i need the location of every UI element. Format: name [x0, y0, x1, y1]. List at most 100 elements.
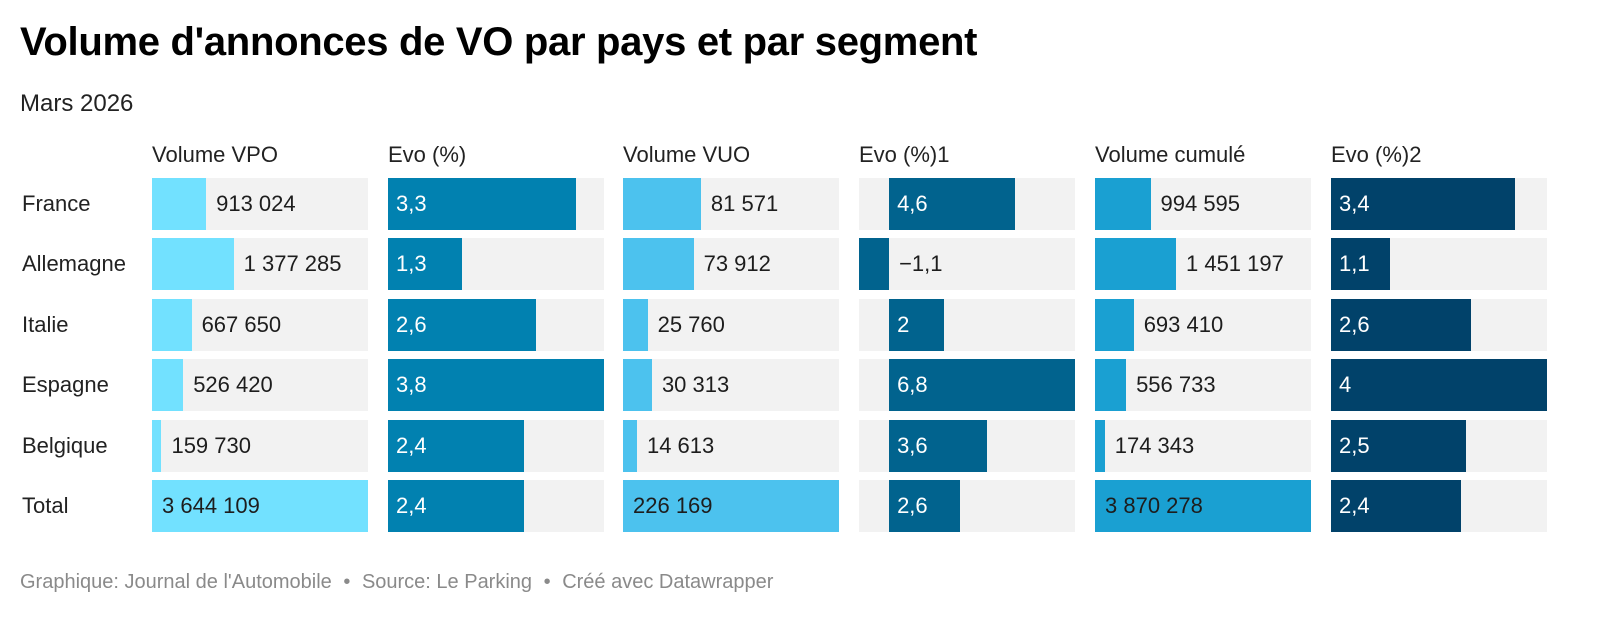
data-label: 4	[1339, 372, 1352, 398]
data-label: 30 313	[661, 372, 730, 398]
table-cell: 994 595	[1095, 178, 1311, 230]
bar	[152, 238, 234, 291]
row-label: Allemagne	[22, 251, 126, 277]
bar	[889, 419, 988, 472]
table-cell: 3,6	[859, 419, 1075, 472]
bar	[152, 178, 207, 230]
table-cell: 2,6	[1331, 298, 1547, 351]
bar	[1095, 359, 1127, 412]
bar	[1095, 238, 1176, 291]
data-label: 174 343	[1114, 432, 1195, 458]
bar	[623, 238, 694, 291]
bar	[1095, 419, 1105, 472]
bar	[1095, 298, 1134, 351]
table-cell: 6,8	[859, 359, 1075, 412]
data-label: 81 571	[710, 191, 779, 216]
data-label: 2	[897, 311, 910, 337]
bar	[388, 359, 604, 412]
table-cell: 3,3	[388, 178, 604, 230]
bar	[388, 298, 536, 351]
data-label: 2,6	[1339, 311, 1370, 337]
data-label: 3,4	[1339, 191, 1370, 216]
table-cell: 14 613	[623, 419, 839, 472]
bar	[1095, 178, 1151, 230]
data-label: 1 377 285	[243, 251, 342, 277]
row-label: Belgique	[22, 432, 108, 458]
bar	[152, 359, 184, 412]
bar	[1331, 178, 1515, 230]
data-label: 73 912	[703, 251, 771, 277]
table-cell: 3,8	[388, 359, 604, 412]
bar	[388, 419, 525, 472]
bar	[623, 419, 637, 472]
table-cell: 4	[1331, 359, 1547, 412]
data-label: 2,5	[1339, 432, 1370, 458]
footer-credit: Graphique: Journal de l'Automobile	[20, 571, 332, 593]
table-cell: 1,1	[1331, 238, 1547, 291]
table-cell: 4,6	[859, 178, 1075, 230]
table-cell: 2,4	[388, 480, 604, 532]
table-cell: 1 451 197	[1095, 238, 1311, 291]
table-cell: 3 870 278	[1095, 480, 1311, 532]
table-cell: 693 410	[1095, 298, 1311, 351]
bar	[1331, 480, 1461, 532]
data-label: 913 024	[216, 191, 296, 216]
data-label: 3 870 278	[1105, 493, 1203, 518]
data-label: 3,3	[396, 191, 427, 216]
footer-tool: Créé avec Datawrapper	[562, 571, 774, 593]
chart-title: Volume d'annonces de VO par pays et par …	[20, 20, 978, 64]
bar	[1331, 238, 1391, 291]
table-cell: 159 730	[152, 419, 368, 472]
table-cell: 30 313	[623, 359, 839, 412]
bar	[889, 178, 1015, 230]
table-cell: 25 760	[623, 298, 839, 351]
column-header: Volume VUO	[623, 142, 751, 167]
data-label: 2,4	[396, 432, 427, 458]
bar	[1331, 419, 1466, 472]
table-cell: 3,4	[1331, 178, 1547, 230]
row-label: Italie	[22, 311, 69, 337]
data-label: 14 613	[646, 432, 715, 458]
table-cell: 2	[859, 298, 1075, 351]
column-header: Evo (%)2	[1331, 142, 1422, 167]
data-label: 2,6	[897, 493, 928, 518]
footer-separator: •	[543, 571, 551, 593]
data-label: −1,1	[899, 251, 943, 277]
table-cell: 73 912	[623, 238, 839, 291]
table-cell: 174 343	[1095, 419, 1311, 472]
data-label: 4,6	[897, 191, 928, 216]
table-cell: 2,6	[859, 480, 1075, 532]
table-cell: 2,4	[1331, 480, 1547, 532]
data-label: 25 760	[657, 311, 725, 337]
data-label: 2,4	[1339, 493, 1370, 518]
data-label: 3 644 109	[162, 493, 260, 518]
bar	[388, 178, 576, 230]
bar	[859, 238, 890, 291]
data-label: 159 730	[171, 432, 251, 458]
table-cell: −1,1	[859, 238, 1075, 291]
data-label: 556 733	[1136, 372, 1216, 398]
table-cell: 1,3	[388, 238, 604, 291]
bar	[152, 419, 162, 472]
bar	[152, 298, 192, 351]
bar	[1331, 298, 1472, 351]
bar	[889, 298, 944, 351]
bar	[889, 359, 1075, 412]
bar	[388, 480, 525, 532]
data-label: 667 650	[201, 311, 282, 337]
bar	[623, 359, 652, 412]
table-cell: 2,4	[388, 419, 604, 472]
footer: Graphique: Journal de l'Automobile • Sou…	[20, 571, 773, 594]
data-label: 693 410	[1143, 311, 1224, 337]
row-label: France	[22, 191, 91, 216]
table-cell: 2,6	[388, 298, 604, 351]
footer-source: Source: Le Parking	[361, 571, 533, 593]
row-label: Total	[22, 493, 69, 518]
table-cell: 3 644 109	[152, 480, 368, 532]
data-label: 2,4	[396, 493, 427, 518]
footer-separator: •	[343, 571, 351, 593]
column-header: Evo (%)1	[859, 142, 950, 167]
data-label: 1,1	[1339, 251, 1370, 277]
table-cell: 81 571	[623, 178, 839, 230]
bar	[623, 298, 648, 351]
